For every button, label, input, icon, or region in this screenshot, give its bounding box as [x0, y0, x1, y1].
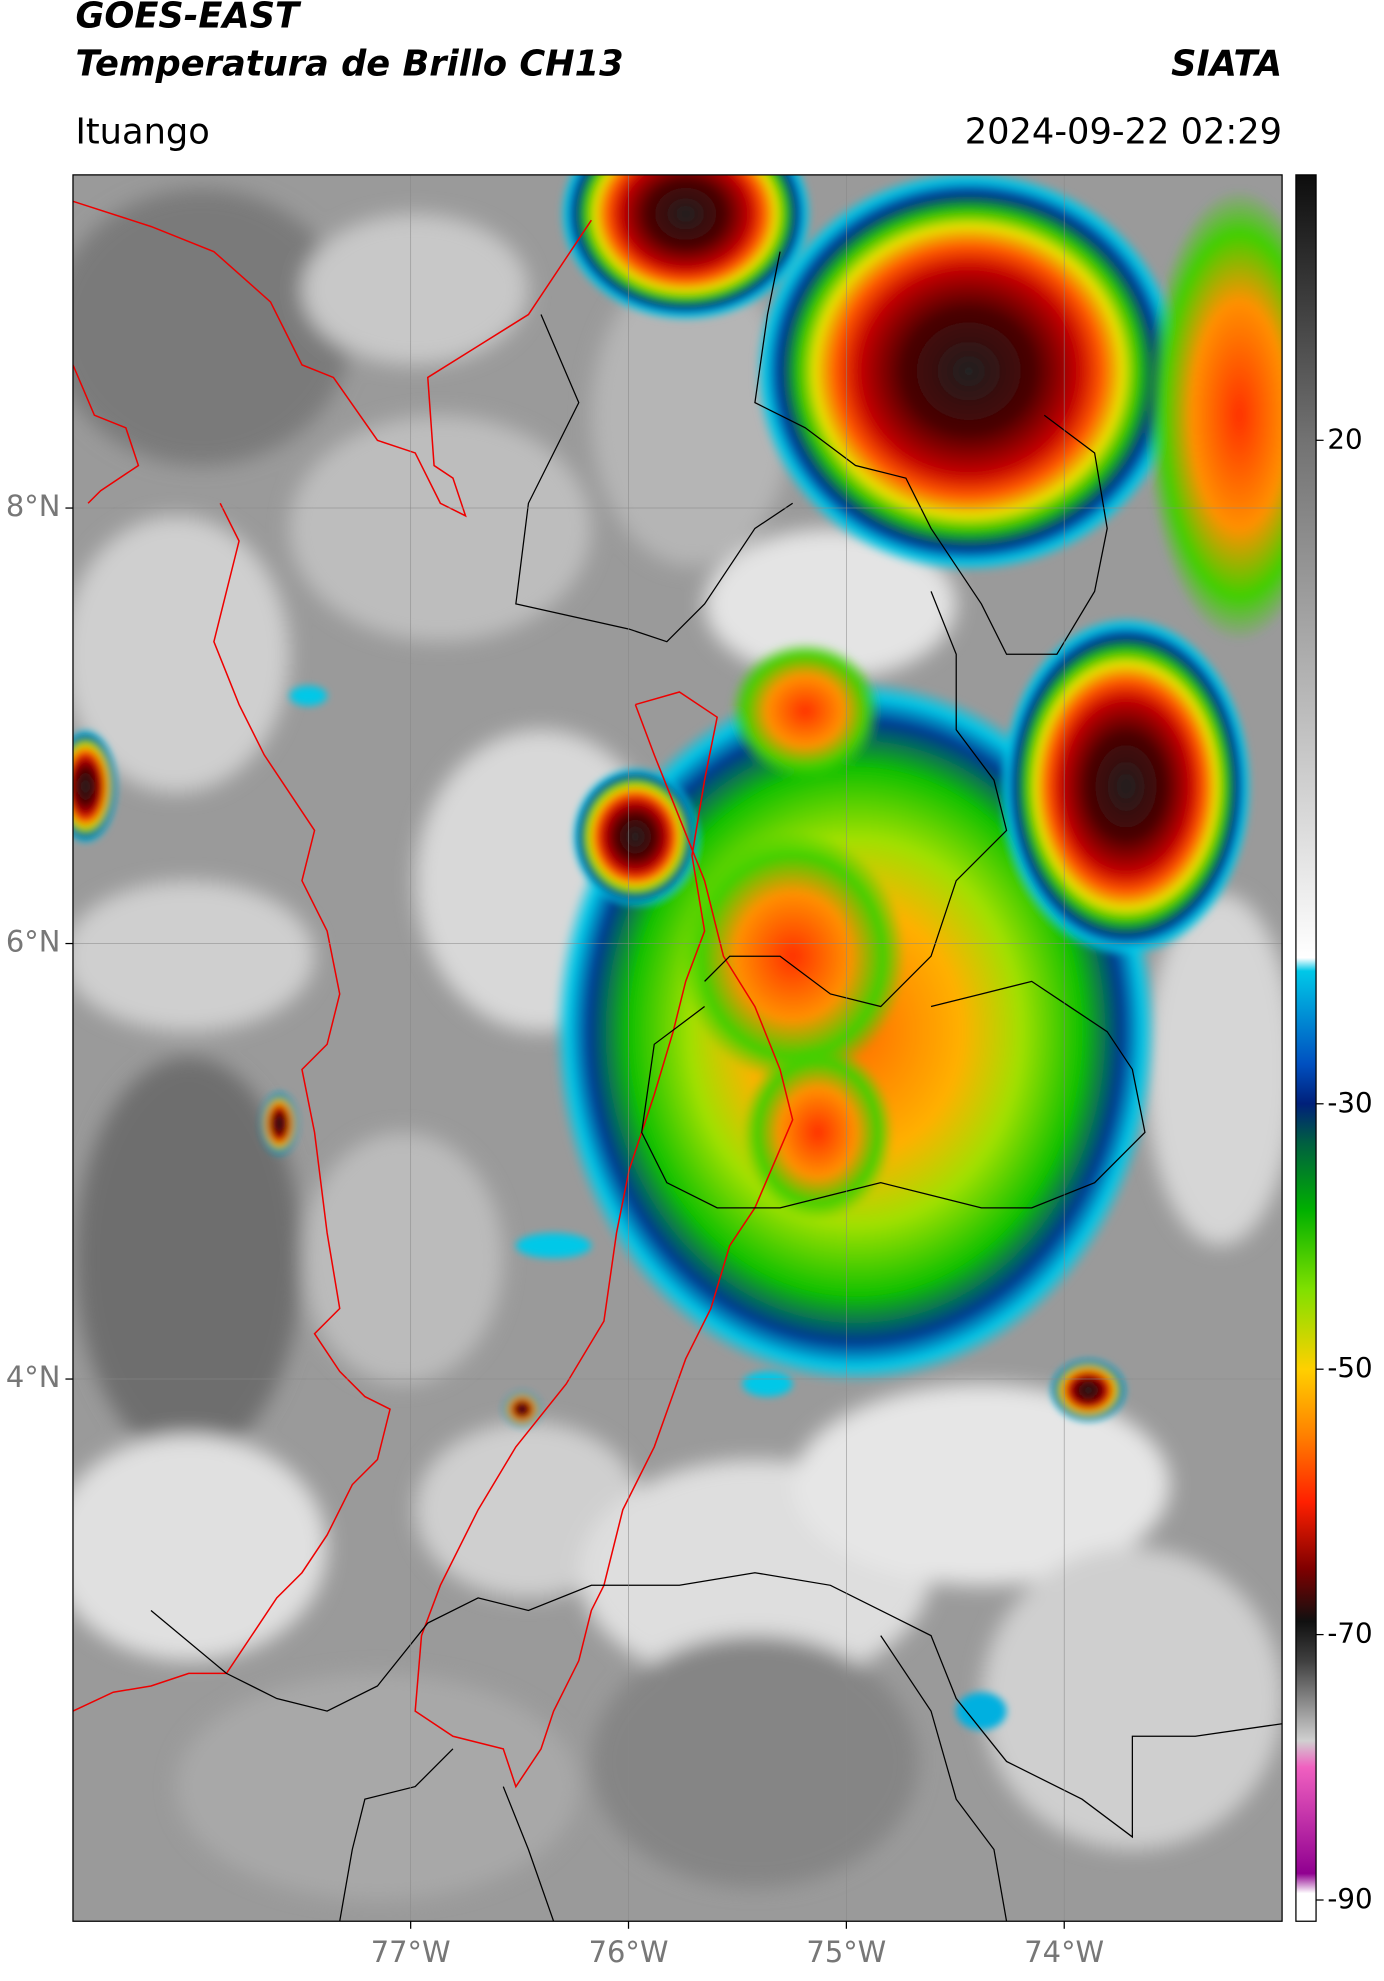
y-tick-label: 4°N: [6, 1360, 61, 1394]
y-tick-label: 6°N: [6, 925, 61, 959]
colorbar: [1295, 174, 1317, 1922]
x-tick-label: 75°W: [806, 1935, 886, 1969]
colorbar-tick-label: 20: [1327, 422, 1362, 455]
x-tick-label: 76°W: [589, 1935, 669, 1969]
colorbar-tick-label: -90: [1327, 1882, 1372, 1915]
source: SIATA: [1171, 43, 1282, 84]
location: Ituango: [75, 111, 209, 152]
colorbar-tick-label: -50: [1327, 1351, 1372, 1384]
colorbar-tick-label: -70: [1327, 1617, 1372, 1650]
datetime: 2024-09-22 02:29: [965, 111, 1282, 152]
map-frame: [72, 174, 1283, 1922]
x-tick-label: 74°W: [1024, 1935, 1104, 1969]
subtitle: Temperatura de Brillo CH13: [75, 43, 623, 84]
graticule: [72, 174, 1283, 1922]
y-tick-label: 8°N: [6, 489, 61, 523]
colorbar-tick-label: -30: [1327, 1086, 1372, 1119]
title: GOES-EAST: [75, 0, 302, 37]
x-tick-label: 77°W: [371, 1935, 451, 1969]
satellite-image: [72, 174, 1283, 1922]
